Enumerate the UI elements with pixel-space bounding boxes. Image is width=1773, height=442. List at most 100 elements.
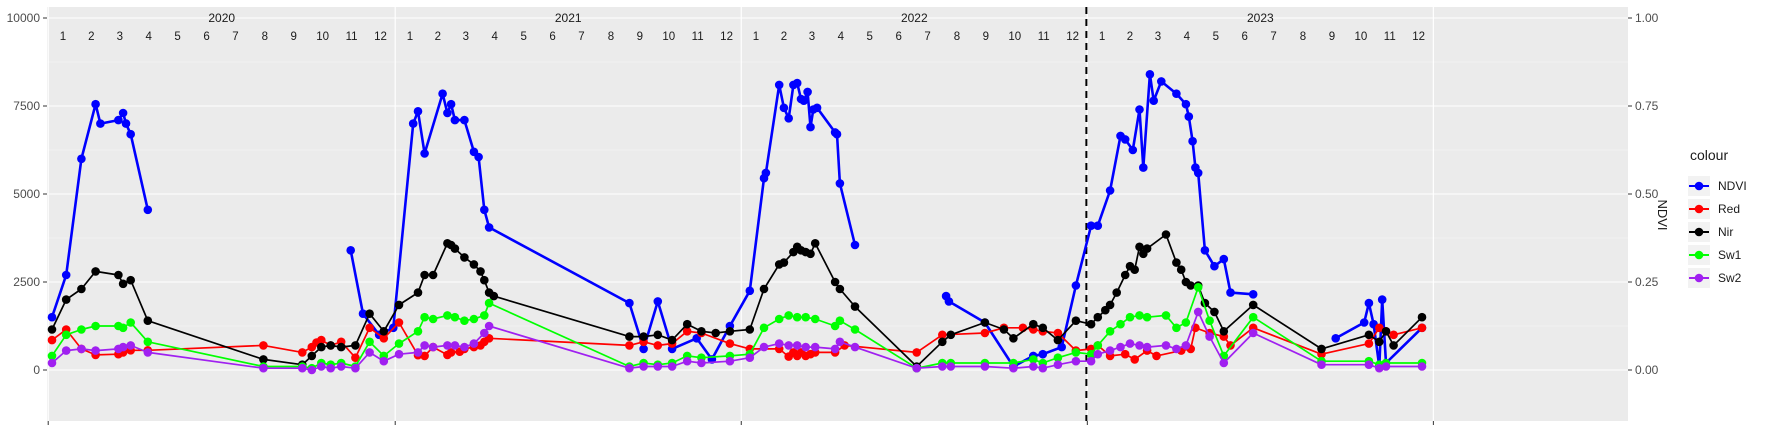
data-point: [759, 342, 769, 352]
month-label: 11: [346, 31, 358, 43]
data-point: [1142, 342, 1152, 352]
data-point: [1161, 341, 1171, 350]
data-point: [379, 356, 389, 366]
data-point: [1071, 356, 1081, 366]
data-point: [810, 239, 820, 248]
data-point: [1093, 349, 1103, 359]
data-point: [428, 270, 438, 280]
month-label: 12: [1412, 31, 1425, 43]
data-point: [1181, 318, 1191, 327]
data-point: [443, 311, 452, 320]
data-point: [1139, 163, 1148, 172]
data-point: [114, 115, 123, 125]
month-label: 12: [374, 31, 387, 43]
data-point: [1009, 363, 1018, 373]
data-point: [1116, 319, 1125, 329]
data-point: [784, 311, 793, 320]
data-point: [725, 339, 735, 348]
month-label: 5: [1213, 31, 1219, 43]
data-point: [61, 346, 71, 355]
data-point: [1135, 311, 1144, 320]
month-label: 1: [1099, 31, 1105, 43]
month-label: 9: [983, 31, 989, 43]
legend-label: Nir: [1718, 225, 1733, 239]
data-point: [799, 96, 809, 105]
y-left-tick-label: 2500: [13, 275, 40, 289]
data-point: [77, 284, 86, 294]
y-right-tick-label: 0.25: [1635, 275, 1659, 289]
data-point: [298, 348, 307, 357]
data-point: [1135, 105, 1144, 114]
data-point: [725, 327, 735, 336]
data-point: [792, 312, 802, 322]
data-point: [784, 341, 793, 350]
month-label: 5: [520, 31, 526, 43]
data-point: [784, 114, 793, 123]
month-label: 7: [1270, 31, 1276, 43]
data-point: [639, 362, 648, 371]
data-point: [1157, 77, 1166, 86]
data-point: [408, 119, 418, 128]
month-label: 6: [1242, 31, 1248, 43]
data-point: [1172, 344, 1181, 354]
data-point: [1417, 323, 1427, 333]
data-point: [413, 107, 423, 116]
month-label: 4: [838, 31, 845, 43]
data-point: [806, 122, 815, 132]
data-point: [801, 312, 810, 322]
data-point: [47, 351, 57, 361]
data-point: [420, 341, 429, 350]
data-point: [1219, 327, 1229, 336]
data-point: [1120, 270, 1130, 280]
data-point: [1105, 186, 1115, 195]
month-label: 12: [720, 31, 733, 43]
data-point: [1105, 327, 1115, 336]
data-point: [682, 327, 692, 336]
data-point: [1112, 288, 1121, 297]
data-point: [1193, 283, 1203, 292]
data-point: [47, 358, 57, 368]
data-point: [1186, 281, 1195, 290]
legend-label: Sw1: [1718, 248, 1742, 262]
data-point: [126, 318, 135, 327]
y-left-tick-label: 5000: [13, 187, 40, 201]
data-point: [1364, 330, 1374, 340]
data-point: [653, 362, 663, 371]
month-label: 8: [1300, 31, 1306, 43]
data-point: [1389, 330, 1398, 340]
data-point: [850, 240, 860, 250]
data-point: [1057, 342, 1066, 352]
data-point: [1009, 334, 1018, 343]
data-point: [484, 223, 494, 232]
data-point: [438, 89, 447, 98]
month-label: 10: [662, 31, 675, 43]
data-point: [1145, 70, 1155, 79]
data-point: [446, 348, 456, 357]
month-label: 6: [549, 31, 555, 43]
data-point: [1317, 344, 1326, 354]
data-point: [460, 115, 469, 125]
y-right-tick-label: 1.00: [1635, 11, 1659, 25]
data-point: [697, 327, 706, 336]
data-point: [61, 270, 71, 280]
data-point: [1152, 351, 1161, 361]
data-point: [474, 152, 483, 162]
data-point: [61, 330, 71, 340]
month-label: 7: [924, 31, 930, 43]
data-point: [1226, 288, 1235, 297]
month-label: 3: [1155, 31, 1161, 43]
month-label: 6: [203, 31, 209, 43]
data-point: [450, 115, 460, 125]
data-point: [1029, 355, 1038, 364]
data-point: [77, 344, 86, 354]
data-point: [91, 346, 100, 355]
month-label: 11: [1038, 31, 1050, 43]
month-label: 5: [867, 31, 873, 43]
legend-label: Sw2: [1718, 271, 1742, 285]
data-point: [745, 325, 755, 334]
data-point: [394, 339, 404, 348]
data-point: [999, 325, 1009, 334]
month-label: 7: [578, 31, 584, 43]
data-point: [850, 342, 860, 352]
